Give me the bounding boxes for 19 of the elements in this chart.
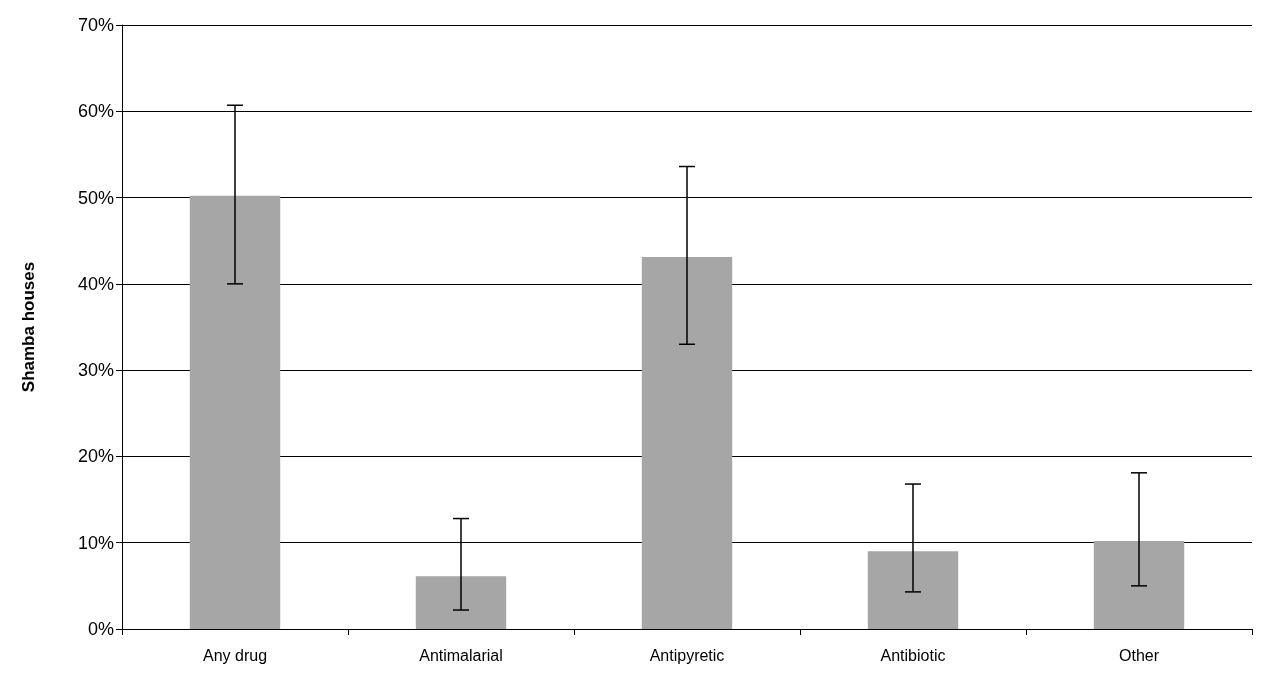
bar	[1093, 540, 1185, 629]
bar	[415, 576, 507, 629]
x-tick-label: Antipyretic	[649, 646, 725, 664]
y-tick-label: 40%	[77, 273, 114, 294]
x-tick-label: Any drug	[202, 646, 268, 664]
x-tick-label: Other	[1118, 646, 1160, 664]
bar	[189, 195, 281, 629]
y-tick-label: 20%	[77, 446, 114, 467]
y-axis-title: Shamba houses	[19, 261, 38, 393]
y-tick-label: 30%	[77, 360, 114, 381]
bar	[867, 551, 959, 629]
y-tick-label: 0%	[87, 619, 114, 639]
y-tick-label: 70%	[77, 15, 114, 35]
x-tick-label: Antibiotic	[880, 646, 946, 664]
x-tick-label: Antimalarial	[419, 646, 503, 664]
y-tick-label: 50%	[77, 187, 114, 208]
bar	[641, 257, 733, 629]
y-tick-label: 60%	[77, 101, 114, 122]
y-tick-label: 10%	[77, 532, 114, 553]
